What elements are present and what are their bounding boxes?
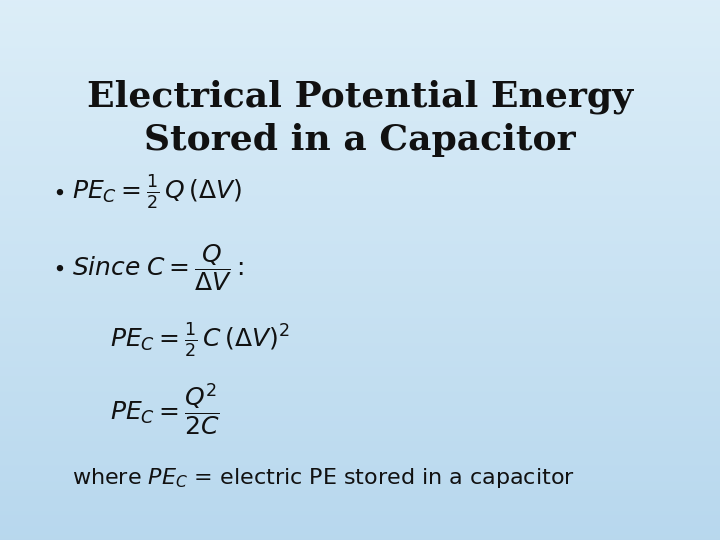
Text: $\bullet$: $\bullet$ bbox=[52, 258, 64, 278]
Text: $PE_C = \frac{1}{2}\, Q\,(\Delta V)$: $PE_C = \frac{1}{2}\, Q\,(\Delta V)$ bbox=[72, 173, 242, 211]
Text: $PE_C = \dfrac{Q^2}{2C}$: $PE_C = \dfrac{Q^2}{2C}$ bbox=[110, 382, 220, 438]
Text: $Since\; C = \dfrac{Q}{\Delta V}:$: $Since\; C = \dfrac{Q}{\Delta V}:$ bbox=[72, 242, 244, 293]
Text: $\bullet$: $\bullet$ bbox=[52, 182, 64, 202]
Text: Electrical Potential Energy
Stored in a Capacitor: Electrical Potential Energy Stored in a … bbox=[87, 80, 633, 157]
Text: $PE_C = \frac{1}{2}\, C\,(\Delta V)^2$: $PE_C = \frac{1}{2}\, C\,(\Delta V)^2$ bbox=[110, 321, 289, 359]
Text: where $PE_C$ = electric PE stored in a capacitor: where $PE_C$ = electric PE stored in a c… bbox=[72, 466, 575, 490]
